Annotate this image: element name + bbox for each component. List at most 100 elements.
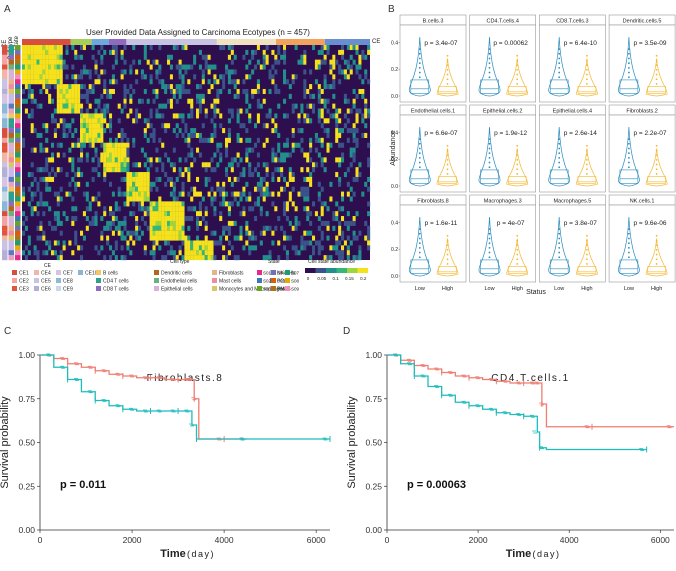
heatmap-cell bbox=[39, 167, 43, 173]
km-censor-cluster bbox=[461, 400, 467, 404]
heatmap-cell bbox=[283, 74, 287, 80]
violin-outlier bbox=[516, 234, 519, 237]
row-annotation-strips bbox=[2, 45, 21, 261]
heatmap-cell bbox=[236, 137, 240, 143]
heatmap-cell bbox=[45, 88, 49, 95]
heatmap-cell bbox=[71, 162, 75, 168]
heatmap-cell bbox=[181, 74, 185, 80]
heatmap-cell bbox=[236, 132, 240, 138]
heatmap-cell bbox=[187, 132, 191, 138]
heatmap-cell bbox=[123, 225, 127, 231]
heatmap-cell bbox=[91, 118, 95, 124]
heatmap-cell bbox=[210, 132, 214, 138]
heatmap-cell bbox=[317, 59, 321, 65]
heatmap-cell bbox=[152, 128, 156, 134]
heatmap-cell bbox=[352, 132, 356, 138]
heatmap-cell bbox=[361, 132, 365, 138]
heatmap-cell bbox=[51, 69, 55, 75]
legend-state-title: State bbox=[268, 259, 280, 265]
heatmap-cell bbox=[169, 250, 173, 256]
violin-outlier bbox=[516, 144, 519, 147]
heatmap-cell bbox=[33, 79, 37, 85]
heatmap-cell bbox=[227, 230, 231, 236]
violin-xtick: Low bbox=[484, 286, 494, 292]
heatmap-cell bbox=[85, 123, 89, 129]
heatmap-cell bbox=[201, 54, 205, 60]
heatmap-cell bbox=[152, 59, 156, 65]
violin-ytick: 0.0 bbox=[391, 184, 398, 190]
heatmap-cell bbox=[256, 162, 260, 168]
heatmap-cell bbox=[140, 206, 144, 212]
violin-outlier bbox=[558, 57, 561, 60]
heatmap-cell bbox=[291, 225, 295, 231]
legend-ce-label: CE6 bbox=[41, 287, 51, 293]
heatmap-cell bbox=[306, 216, 310, 222]
heatmap-cell bbox=[265, 255, 269, 261]
heatmap-cell bbox=[248, 172, 252, 178]
heatmap-cell bbox=[48, 176, 52, 182]
heatmap-cell bbox=[27, 54, 31, 60]
violin-outlier bbox=[488, 147, 491, 150]
heatmap-cell bbox=[335, 59, 339, 65]
heatmap-cell bbox=[196, 176, 200, 182]
heatmap-cell bbox=[161, 211, 165, 217]
heatmap-cell bbox=[236, 235, 240, 241]
heatmap-cell bbox=[129, 186, 133, 192]
heatmap-cell bbox=[233, 220, 237, 226]
heatmap-cell bbox=[114, 201, 118, 207]
heatmap-cell bbox=[106, 235, 110, 241]
heatmap-cell bbox=[123, 157, 127, 163]
heatmap-cell bbox=[309, 255, 313, 261]
heatmap-cell bbox=[332, 54, 336, 60]
heatmap-cell bbox=[248, 118, 252, 124]
heatmap-cell bbox=[27, 64, 31, 70]
heatmap-cell bbox=[335, 118, 339, 124]
heatmap-cell bbox=[230, 45, 234, 51]
row-annotation-cell bbox=[15, 103, 21, 109]
heatmap-cell bbox=[100, 142, 104, 148]
heatmap-cell bbox=[309, 181, 313, 187]
heatmap-cell bbox=[207, 64, 211, 70]
heatmap-cell bbox=[94, 152, 98, 158]
heatmap-cell bbox=[204, 59, 208, 65]
row-annotation-cell bbox=[2, 108, 8, 114]
heatmap-cell bbox=[248, 113, 252, 119]
heatmap-cell bbox=[82, 191, 86, 197]
heatmap-cell bbox=[123, 220, 127, 226]
heatmap-cell bbox=[268, 74, 272, 80]
heatmap-cell bbox=[85, 128, 89, 134]
heatmap-cell bbox=[178, 245, 182, 251]
heatmap-cell bbox=[256, 172, 260, 178]
heatmap-cell bbox=[39, 49, 43, 55]
violin-outlier bbox=[516, 83, 519, 85]
heatmap-cell bbox=[175, 88, 179, 95]
legend-celltype-swatch bbox=[212, 270, 217, 275]
heatmap-cell bbox=[265, 162, 269, 168]
heatmap-cell bbox=[114, 142, 118, 148]
heatmap-cell bbox=[91, 216, 95, 222]
heatmap-cell bbox=[51, 79, 55, 85]
heatmap-cell bbox=[329, 64, 333, 70]
heatmap-cell bbox=[320, 113, 324, 119]
heatmap-cell bbox=[146, 225, 150, 231]
heatmap-cell bbox=[190, 98, 194, 104]
heatmap-cell bbox=[68, 128, 72, 134]
heatmap-cell bbox=[82, 137, 86, 143]
heatmap-cell bbox=[303, 93, 307, 99]
row-annotation-cell bbox=[2, 137, 8, 143]
heatmap-cell bbox=[341, 142, 345, 148]
heatmap-cell bbox=[367, 79, 371, 85]
heatmap-cell bbox=[22, 74, 26, 80]
facet-panel bbox=[399, 204, 467, 283]
heatmap-cell bbox=[181, 230, 185, 236]
heatmap-cell bbox=[227, 79, 231, 85]
heatmap-cell bbox=[346, 220, 350, 226]
heatmap-cell bbox=[216, 186, 220, 192]
heatmap-cell bbox=[178, 88, 182, 95]
heatmap-cell bbox=[100, 113, 104, 119]
heatmap-cell bbox=[42, 59, 46, 65]
heatmap-cell bbox=[22, 142, 26, 148]
heatmap-cell bbox=[358, 172, 362, 178]
heatmap-cell bbox=[283, 176, 287, 182]
heatmap-cell bbox=[201, 74, 205, 80]
